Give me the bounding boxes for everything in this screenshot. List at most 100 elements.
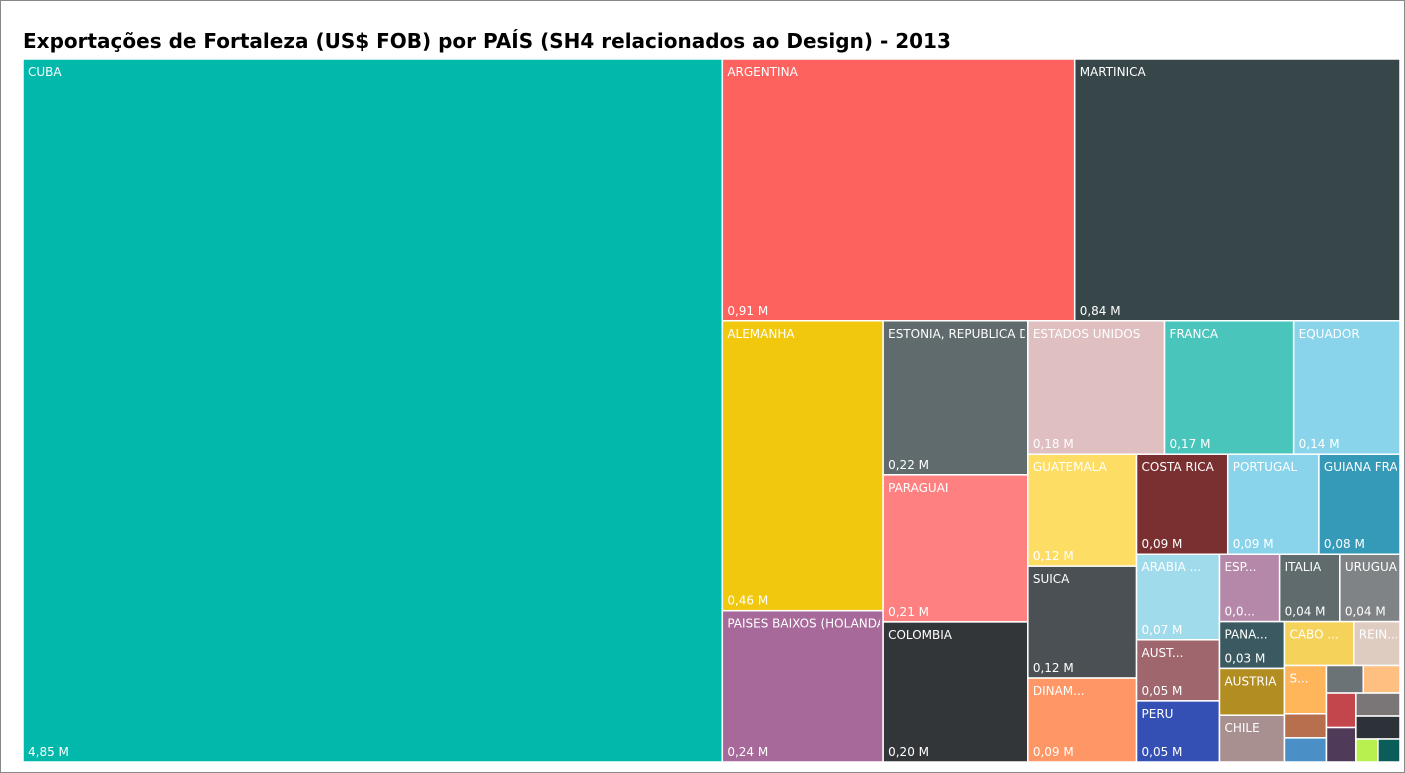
- tile: PANA... 0,03 M: [1218, 620, 1286, 670]
- tile: CHILE: [1218, 714, 1286, 763]
- tile: PAISES BAIXOS (HOLANDA) 0,24 M: [721, 609, 889, 763]
- tile-rect: [1292, 320, 1401, 455]
- tile-value-label: 0,04 M: [1345, 605, 1386, 619]
- tile-rect: [1135, 700, 1221, 763]
- tile-value-label: 0,09 M: [1142, 537, 1183, 551]
- tile-value-label: 0,17 M: [1170, 437, 1211, 451]
- tile-label: CUBA: [28, 65, 62, 79]
- tile-label: ITALIA: [1285, 560, 1322, 574]
- tile-value-label: 0,12 M: [1033, 549, 1074, 563]
- tile-value-label: 0,24 M: [727, 745, 768, 759]
- tile-label: COSTA RICA: [1142, 460, 1215, 474]
- tile-label: DINAM...: [1033, 684, 1085, 698]
- tile: CABO ...: [1283, 620, 1355, 667]
- tile-value-label: 0,03 M: [1224, 651, 1265, 665]
- tile: [1283, 712, 1328, 739]
- tile-rect: [1027, 565, 1138, 679]
- tile-label: S...: [1289, 671, 1308, 685]
- tile-label: ALEMANHA: [727, 327, 795, 341]
- tile-rect: [1355, 715, 1401, 740]
- tile: ARABIA ... 0,07 M: [1135, 553, 1221, 641]
- tile: [1325, 692, 1357, 729]
- tile: [1283, 737, 1328, 763]
- tile-value-label: 0,08 M: [1324, 537, 1365, 551]
- tile-rect: [1283, 712, 1328, 739]
- tile-rect: [1325, 726, 1357, 763]
- tile: PARAGUAI 0,21 M: [882, 474, 1029, 623]
- tile-rect: [721, 609, 884, 763]
- tile-rect: [1027, 453, 1138, 567]
- tile: [1355, 715, 1401, 740]
- tile-rect: [1163, 320, 1295, 455]
- tile: [1325, 664, 1364, 694]
- tile-label: URUGUAI: [1345, 560, 1401, 574]
- tile-value-label: 0,04 M: [1285, 605, 1326, 619]
- tile-label: PORTUGAL: [1233, 460, 1298, 474]
- tile-rect: [1073, 58, 1401, 322]
- tile-label: ESTADOS UNIDOS: [1033, 327, 1141, 341]
- tile: ITALIA 0,04 M: [1278, 553, 1341, 623]
- tile-value-label: 0,21 M: [888, 605, 929, 619]
- tile: PERU 0,05 M: [1135, 700, 1221, 763]
- tile-rect: [1027, 677, 1138, 763]
- tile-label: GUIANA FRANC...: [1324, 460, 1405, 474]
- tile-label: PAISES BAIXOS (HOLANDA): [727, 617, 889, 631]
- tile-label: REIN...: [1359, 628, 1399, 642]
- tile-label: CABO ...: [1289, 628, 1338, 642]
- tile-label: AUSTRIA: [1224, 674, 1277, 688]
- tile: COLOMBIA 0,20 M: [882, 621, 1029, 763]
- tile-rect: [1362, 664, 1401, 694]
- tile-label: CHILE: [1224, 721, 1259, 735]
- tile-label: EQUADOR: [1299, 327, 1360, 341]
- tile-value-label: 0,14 M: [1299, 437, 1340, 451]
- tile: [1377, 738, 1401, 763]
- tile: S...: [1283, 664, 1328, 715]
- tile-rect: [721, 58, 1076, 322]
- tile-label: ARGENTINA: [727, 65, 798, 79]
- tile-rect: [1353, 620, 1401, 667]
- tile: CUBA 4,85 M: [22, 58, 724, 763]
- tile-rect: [1377, 738, 1401, 763]
- tile-rect: [1027, 320, 1166, 455]
- tile-value-label: 0,07 M: [1142, 623, 1183, 637]
- tile: [1355, 692, 1401, 717]
- tile-label: SUICA: [1033, 572, 1070, 586]
- tile-rect: [1283, 664, 1328, 715]
- tile-rect: [1325, 692, 1357, 729]
- tile-value-label: 0,0...: [1224, 605, 1255, 619]
- tile: ESP... 0,0...: [1218, 553, 1281, 623]
- tile: COSTA RICA 0,09 M: [1135, 453, 1229, 555]
- tile-label: PERU: [1142, 707, 1174, 721]
- chart-title: Exportações de Fortaleza (US$ FOB) por P…: [23, 29, 951, 53]
- tile-label: ESP...: [1224, 560, 1256, 574]
- tile-rect: [1283, 620, 1355, 667]
- tile: GUIANA FRANC... 0,08 M: [1318, 453, 1405, 555]
- tile-rect: [1218, 620, 1286, 670]
- tile: ESTADOS UNIDOS 0,18 M: [1027, 320, 1166, 455]
- tile-rect: [721, 320, 884, 612]
- tile-value-label: 4,85 M: [28, 745, 69, 759]
- tile: AUST... 0,05 M: [1135, 639, 1221, 702]
- tile-label: PARAGUAI: [888, 481, 948, 495]
- tile-label: AUST...: [1142, 646, 1184, 660]
- tile: SUICA 0,12 M: [1027, 565, 1138, 679]
- tile-label: PANA...: [1224, 628, 1267, 642]
- tile-value-label: 0,22 M: [888, 458, 929, 472]
- tile: MARTINICA 0,84 M: [1073, 58, 1401, 322]
- tile: [1355, 738, 1379, 763]
- tile-value-label: 0,20 M: [888, 745, 929, 759]
- tile-rect: [1278, 553, 1341, 623]
- tile-value-label: 0,91 M: [727, 304, 768, 318]
- tile-value-label: 0,84 M: [1080, 304, 1121, 318]
- tile-rect: [1226, 453, 1320, 555]
- tile-value-label: 0,18 M: [1033, 437, 1074, 451]
- tile: ESTONIA, REPUBLICA DA 0,22 M: [882, 320, 1029, 476]
- tile-value-label: 0,05 M: [1142, 684, 1183, 698]
- tile-label: GUATEMALA: [1033, 460, 1108, 474]
- tile-label: FRANCA: [1170, 327, 1219, 341]
- tile: [1325, 726, 1357, 763]
- tile-rect: [1355, 692, 1401, 717]
